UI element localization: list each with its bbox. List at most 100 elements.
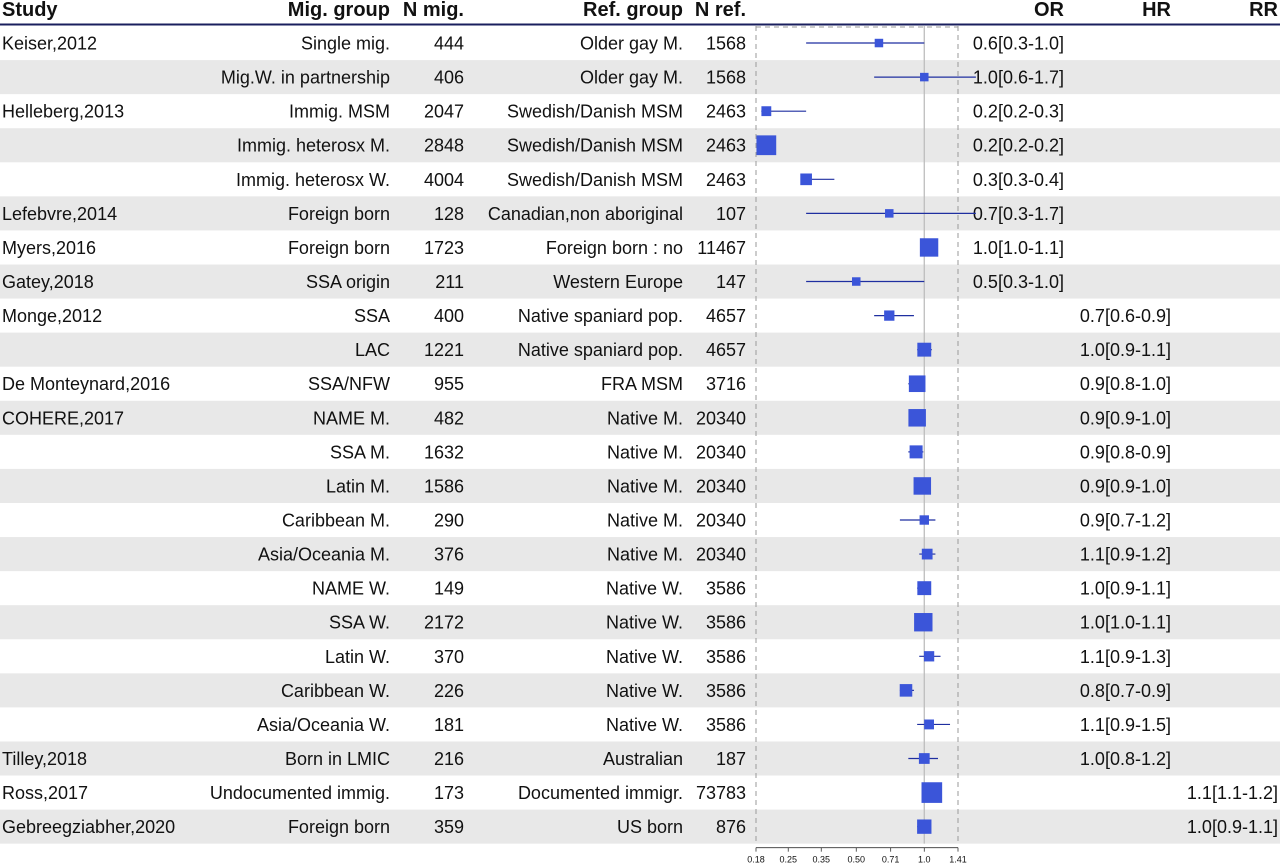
n-reference: 2463 xyxy=(706,170,746,190)
reference-group: Native spaniard pop. xyxy=(518,340,683,360)
row-shade xyxy=(0,605,1280,640)
row-shade xyxy=(0,332,1280,367)
migrant-group: Born in LMIC xyxy=(285,749,390,769)
point-estimate xyxy=(917,581,932,596)
reference-group: Documented immigr. xyxy=(518,783,683,803)
point-estimate xyxy=(919,238,939,257)
reference-group: Native W. xyxy=(606,647,683,667)
n-migrants: 226 xyxy=(434,681,464,701)
row-shade xyxy=(0,128,1280,163)
point-estimate xyxy=(885,209,894,218)
migrant-group: SSA M. xyxy=(330,442,390,462)
row-shading xyxy=(0,60,1280,844)
n-reference: 3586 xyxy=(706,715,746,735)
study-name: Lefebvre,2014 xyxy=(2,204,117,224)
col-header-rr: RR xyxy=(1249,0,1278,21)
n-reference: 20340 xyxy=(696,408,746,428)
reference-group: Canadian,non aboriginal xyxy=(488,204,683,224)
migrant-group: Asia/Oceania W. xyxy=(257,715,390,735)
reference-group: Older gay M. xyxy=(580,34,683,54)
migrant-group: Latin M. xyxy=(326,476,390,496)
migrant-group: Foreign born xyxy=(288,817,390,837)
n-migrants: 1723 xyxy=(424,238,464,258)
n-migrants: 376 xyxy=(434,545,464,565)
study-name: Tilley,2018 xyxy=(2,749,87,769)
n-migrants: 406 xyxy=(434,68,464,88)
effect-estimate-label: 1.0[0.8-1.2] xyxy=(1080,749,1171,769)
effect-estimate-label: 1.1[1.1-1.2] xyxy=(1187,783,1278,803)
migrant-group: Immig. heterosx W. xyxy=(236,170,390,190)
point-estimate xyxy=(852,277,861,286)
row-shade xyxy=(0,809,1280,844)
n-migrants: 211 xyxy=(435,272,464,292)
point-estimate xyxy=(924,719,934,730)
n-reference: 876 xyxy=(716,817,746,837)
n-reference: 2463 xyxy=(706,102,746,122)
migrant-group: Immig. heterosx M. xyxy=(237,136,390,156)
x-tick-label: 0.35 xyxy=(812,855,830,864)
n-migrants: 149 xyxy=(434,579,464,599)
study-name: Keiser,2012 xyxy=(2,34,97,54)
point-estimate xyxy=(921,782,943,803)
col-header-hr: HR xyxy=(1142,0,1171,21)
n-migrants: 4004 xyxy=(424,170,464,190)
effect-estimate-label: 1.0[0.9-1.1] xyxy=(1080,579,1171,599)
study-name: COHERE,2017 xyxy=(2,408,124,428)
n-reference: 3716 xyxy=(706,374,746,394)
n-reference: 3586 xyxy=(706,681,746,701)
study-name: Gatey,2018 xyxy=(2,272,94,292)
point-estimate xyxy=(884,310,895,321)
n-reference: 4657 xyxy=(706,340,746,360)
migrant-group: NAME M. xyxy=(313,408,390,428)
reference-group: FRA MSM xyxy=(601,374,683,394)
point-estimate xyxy=(909,445,923,459)
migrant-group: Undocumented immig. xyxy=(210,783,390,803)
n-migrants: 1586 xyxy=(424,476,464,496)
reference-group: Swedish/Danish MSM xyxy=(507,102,683,122)
effect-estimate-label: 0.9[0.8-0.9] xyxy=(1080,442,1171,462)
reference-group: Native W. xyxy=(606,613,683,633)
n-reference: 3586 xyxy=(706,579,746,599)
x-tick-label: 0.25 xyxy=(779,855,797,864)
n-migrants: 2848 xyxy=(424,136,464,156)
x-tick-label: 1.41 xyxy=(949,855,967,864)
n-migrants: 216 xyxy=(434,749,464,769)
migrant-group: Immig. MSM xyxy=(289,102,390,122)
table-header: Study Mig. group N mig. Ref. group N ref… xyxy=(0,0,1280,26)
n-migrants: 1632 xyxy=(424,442,464,462)
effect-estimate-label: 1.1[0.9-1.5] xyxy=(1080,715,1171,735)
n-reference: 2463 xyxy=(706,136,746,156)
point-estimate xyxy=(756,135,777,156)
n-reference: 20340 xyxy=(696,511,746,531)
effect-estimate-label: 1.0[1.0-1.1] xyxy=(1080,613,1171,633)
point-estimate xyxy=(761,106,772,117)
point-estimate xyxy=(914,613,933,632)
row-shade xyxy=(0,673,1280,708)
n-reference: 20340 xyxy=(696,545,746,565)
reference-group: Native W. xyxy=(606,579,683,599)
row-shade xyxy=(0,264,1280,299)
x-tick-label: 0.71 xyxy=(882,855,900,864)
migrant-group: Asia/Oceania M. xyxy=(258,545,390,565)
effect-estimate-label: 0.2[0.2-0.2] xyxy=(973,136,1064,156)
effect-estimate-label: 0.2[0.2-0.3] xyxy=(973,102,1064,122)
n-migrants: 482 xyxy=(434,408,464,428)
n-migrants: 1221 xyxy=(424,340,464,360)
n-migrants: 181 xyxy=(434,715,464,735)
n-migrants: 2047 xyxy=(424,102,464,122)
effect-estimate-label: 1.0[0.6-1.7] xyxy=(973,68,1064,88)
x-tick-label: 0.50 xyxy=(847,855,865,864)
migrant-group: Caribbean W. xyxy=(281,681,390,701)
reference-group: Native W. xyxy=(606,681,683,701)
study-name: Gebreegziabher,2020 xyxy=(2,817,175,837)
effect-estimate-label: 0.7[0.3-1.7] xyxy=(973,204,1064,224)
x-tick-label: 1.0 xyxy=(918,855,931,864)
n-migrants: 359 xyxy=(434,817,464,837)
migrant-group: Foreign born xyxy=(288,204,390,224)
reference-group: Older gay M. xyxy=(580,68,683,88)
table-body: Keiser,2012 Single mig. 444 Older gay M. 156… xyxy=(2,34,1278,838)
n-reference: 187 xyxy=(716,749,746,769)
study-name: De Monteynard,2016 xyxy=(2,374,170,394)
row-shade xyxy=(0,196,1280,231)
reference-group: Native M. xyxy=(607,545,683,565)
